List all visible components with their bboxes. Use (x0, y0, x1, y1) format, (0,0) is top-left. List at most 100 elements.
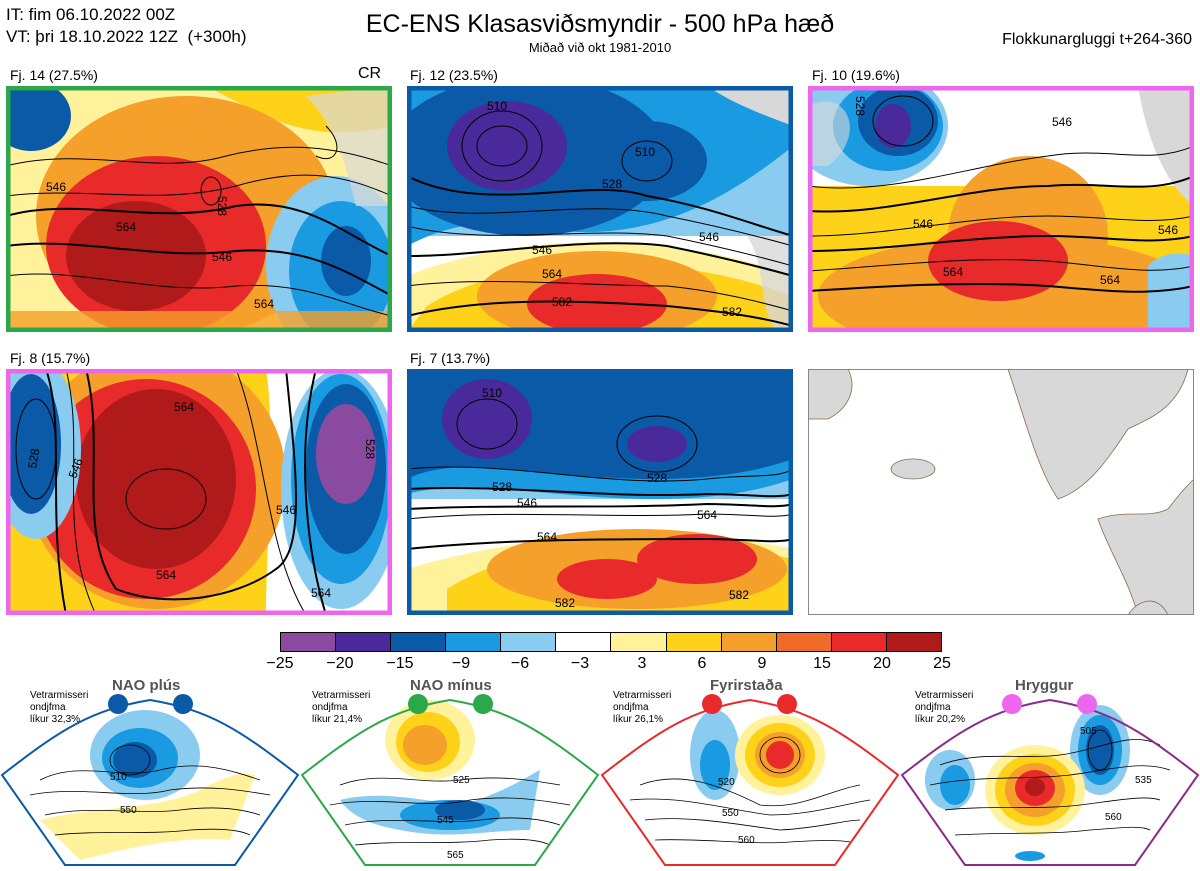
contour-label: 564 (174, 400, 194, 414)
contour-label: 550 (120, 805, 137, 816)
colorbar-tick: −6 (510, 655, 530, 672)
colorbar-tick: 15 (813, 655, 831, 672)
colorbar-bin (831, 633, 887, 651)
panel-border (407, 369, 793, 615)
regime-marker (408, 694, 428, 714)
regime-info-nao-minus: Vetrarmisseri ondjfma líkur 21,4% (312, 690, 371, 725)
colorbar-bin (446, 633, 502, 651)
contour-label: 528 (363, 439, 377, 459)
colorbar-bin (776, 633, 832, 651)
panel-1-extra: CR (358, 65, 382, 82)
colorbar-tick: −15 (386, 655, 414, 672)
colorbar-bin (721, 633, 777, 651)
contour-label: 546 (46, 180, 66, 194)
panel-border (6, 369, 392, 615)
colorbar-tick: −9 (451, 655, 471, 672)
contour-label: 564 (156, 568, 176, 582)
regime-outline (600, 698, 900, 866)
regime-marker (108, 694, 128, 714)
colorbar-tick: −25 (266, 655, 294, 672)
regime-map-hryggur: 505 535 560 (900, 694, 1200, 866)
cluster-map-3: 528 546 546 564 564 546 (808, 86, 1194, 332)
contour-label: 565 (447, 850, 464, 861)
regime-outline (900, 698, 1200, 866)
colorbar-bin (501, 633, 557, 651)
regime-name-nao-minus: NAO mínus (410, 677, 492, 694)
panel-5-label: Fj. 7 (13.7%) (410, 350, 491, 366)
regime-outline (300, 698, 600, 866)
contour-label: 546 (212, 250, 232, 264)
contour-label: 528 (602, 177, 622, 191)
contour-label: 546 (1158, 223, 1178, 237)
colorbar-tick: −20 (326, 655, 354, 672)
contour-label: 564 (943, 265, 963, 279)
cluster-map-5: 510 528 528 546 564 564 582 582 (407, 369, 793, 615)
contour-label: 564 (254, 297, 274, 311)
contour-label: 546 (1052, 115, 1072, 129)
contour-label: 550 (722, 808, 739, 819)
contour-label: 564 (537, 530, 557, 544)
contour-label: 564 (311, 586, 331, 600)
contour-label: 582 (552, 295, 572, 309)
contour-label: 564 (116, 220, 136, 234)
colorbar-bin (556, 633, 612, 651)
colorbar-tick: 9 (757, 655, 767, 672)
colorbar-bin (336, 633, 392, 651)
colorbar-tick: 3 (637, 655, 647, 672)
base-map (808, 369, 1194, 615)
colorbar-tick: 6 (697, 655, 707, 672)
contour-label: 546 (276, 503, 296, 517)
cluster-map-2: 510 510 528 546 564 582 546 582 (407, 86, 793, 332)
colorbar-bin (281, 633, 337, 651)
regime-name-nao-plus: NAO plús (112, 677, 181, 694)
colorbar (280, 632, 942, 652)
regime-marker (1077, 694, 1097, 714)
contour-label: 528 (853, 96, 867, 116)
panel-1-label: Fj. 14 (27.5%) (10, 67, 98, 83)
contour-label: 582 (722, 305, 742, 319)
panel-2-label: Fj. 12 (23.5%) (410, 67, 498, 83)
colorbar-bin (886, 633, 941, 651)
panel-border (407, 86, 793, 332)
regime-info-nao-plus: Vetrarmisseri ondjfma líkur 32,3% (30, 690, 89, 725)
cluster-map-1: 546 564 528 546 564 (6, 86, 392, 332)
colorbar-bin (391, 633, 447, 651)
panel-border (808, 86, 1194, 332)
regime-map-nao-plus: 510 550 (0, 694, 300, 866)
regime-map-fyrirstada: 520 550 560 (600, 694, 900, 866)
colorbar-tick: 25 (933, 655, 951, 672)
panel-3-label: Fj. 10 (19.6%) (812, 67, 900, 83)
contour-label: 564 (1100, 273, 1120, 287)
contour-label: 510 (635, 145, 655, 159)
contour-label: 528 (647, 471, 667, 485)
regime-name-hryggur: Hryggur (1015, 677, 1074, 694)
contour-label: 528 (25, 447, 42, 469)
contour-label: 510 (487, 99, 507, 113)
contour-label: 546 (517, 496, 537, 510)
page-title: EC-ENS Klasasviðsmyndir - 500 hPa hæð (365, 10, 835, 38)
regime-outline (0, 698, 300, 866)
regime-marker (473, 694, 493, 714)
cluster-map-4: 564 546 528 546 564 564 528 (6, 369, 392, 615)
regime-marker (173, 694, 193, 714)
panel-border (808, 369, 1194, 615)
contour-label: 528 (215, 196, 229, 216)
contour-label: 564 (697, 508, 717, 522)
contour-label: 535 (1135, 775, 1152, 786)
regime-marker (777, 694, 797, 714)
regime-info-fyrirstada: Vetrarmisseri ondjfma líkur 26,1% (613, 690, 672, 725)
contour-label: 520 (718, 777, 735, 788)
contour-label: 560 (738, 835, 755, 846)
valid-time: VT: þri 18.10.2022 12Z (+300h) (6, 27, 247, 46)
contour-label: 582 (729, 588, 749, 602)
colorbar-bin (666, 633, 722, 651)
regime-marker (1002, 694, 1022, 714)
contour-label: 545 (437, 815, 454, 826)
colorbar-bin (611, 633, 667, 651)
contour-label: 546 (699, 230, 719, 244)
contour-label: 510 (110, 772, 127, 783)
classification-window: Flokkunargluggi t+264-360 (1002, 31, 1192, 48)
page-subtitle: Miðað við okt 1981-2010 (528, 40, 672, 55)
contour-label: 546 (532, 243, 552, 257)
contour-label: 510 (482, 386, 502, 400)
